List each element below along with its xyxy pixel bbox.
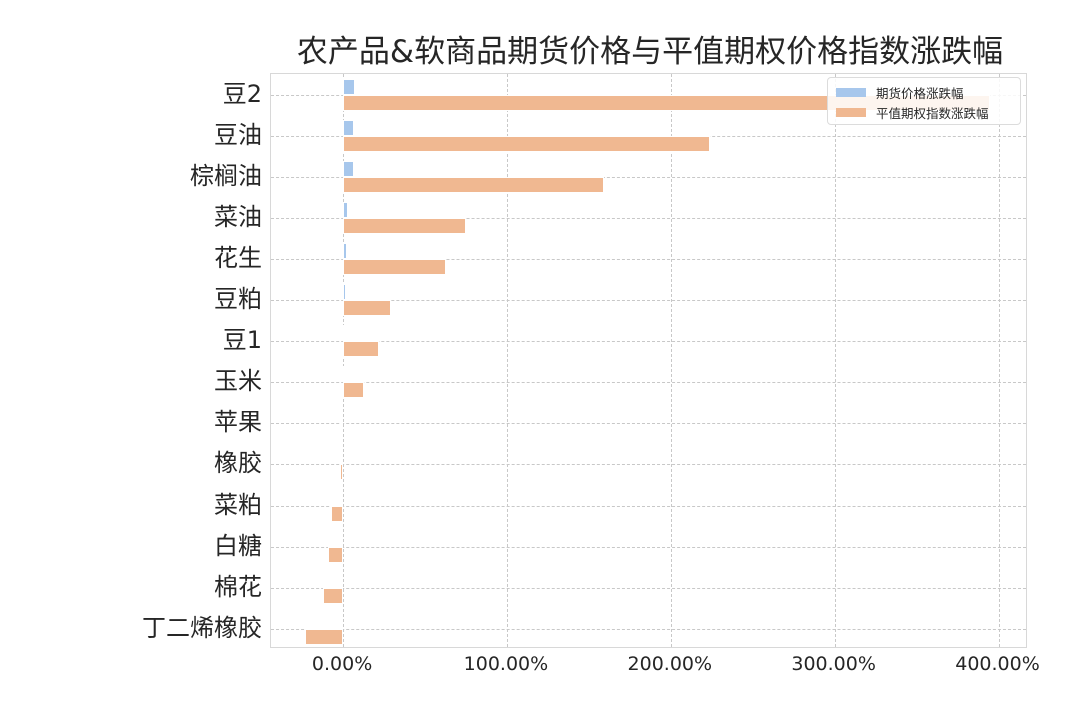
bar-options bbox=[330, 505, 344, 522]
y-tick-label: 豆粕 bbox=[214, 285, 262, 313]
bar-futures bbox=[343, 201, 348, 218]
bar-options bbox=[328, 546, 344, 563]
x-gridline bbox=[998, 74, 1000, 647]
bar-futures bbox=[343, 78, 355, 95]
legend-item-futures: 期货价格涨跌幅 bbox=[836, 83, 964, 101]
y-gridline bbox=[271, 382, 1026, 384]
y-tick-label: 棉花 bbox=[214, 572, 262, 601]
y-gridline bbox=[271, 546, 1026, 548]
bar-options bbox=[343, 341, 380, 358]
y-gridline bbox=[271, 176, 1026, 178]
y-tick-label: 菜油 bbox=[214, 202, 262, 231]
bar-options bbox=[323, 587, 344, 604]
y-gridline bbox=[271, 217, 1026, 219]
y-tick-label: 豆1 bbox=[222, 326, 262, 355]
y-gridline bbox=[271, 300, 1026, 301]
y-tick-label: 花生 bbox=[214, 243, 262, 272]
chart-title: 农产品&软商品期货价格与平值期权价格指数涨跌幅 bbox=[296, 34, 1004, 70]
legend-label-options: 平值期权指数涨跌幅 bbox=[876, 105, 989, 121]
y-gridline bbox=[271, 505, 1026, 507]
y-gridline bbox=[271, 258, 1026, 260]
bar-futures bbox=[343, 242, 348, 259]
bar-options bbox=[339, 464, 344, 481]
y-tick-label: 白糖 bbox=[214, 531, 262, 560]
x-gridline bbox=[506, 74, 508, 647]
y-gridline bbox=[271, 341, 1026, 343]
bar-options bbox=[343, 217, 466, 234]
y-tick-label: 玉米 bbox=[214, 367, 262, 396]
x-tick-label: 200.00% bbox=[627, 653, 713, 675]
legend: 期货价格涨跌幅 平值期权指数涨跌幅 bbox=[827, 77, 1021, 125]
y-gridline bbox=[271, 587, 1026, 589]
legend-swatch-futures bbox=[836, 87, 866, 97]
bar-options bbox=[343, 176, 604, 193]
y-gridline bbox=[271, 464, 1026, 466]
x-tick-label: 0.00% bbox=[311, 653, 373, 675]
bar-options bbox=[305, 628, 344, 645]
y-gridline bbox=[271, 628, 1026, 630]
plot-area bbox=[270, 73, 1027, 648]
bar-futures bbox=[343, 284, 347, 300]
bar-futures bbox=[343, 325, 346, 342]
x-tick-label: 100.00% bbox=[463, 653, 549, 675]
y-tick-label: 棕榈油 bbox=[190, 161, 262, 190]
bar-futures bbox=[343, 160, 354, 177]
bar-options bbox=[343, 135, 711, 152]
x-gridline bbox=[834, 74, 836, 647]
bar-options bbox=[343, 258, 447, 275]
y-tick-label: 苹果 bbox=[214, 408, 262, 437]
y-tick-label: 橡胶 bbox=[214, 449, 262, 478]
x-gridline bbox=[670, 74, 672, 647]
bar-options bbox=[343, 300, 391, 316]
x-tick-label: 400.00% bbox=[955, 653, 1040, 675]
bar-futures bbox=[343, 119, 354, 136]
legend-item-options: 平值期权指数涨跌幅 bbox=[836, 103, 989, 121]
x-gridline bbox=[343, 74, 345, 647]
y-tick-label: 豆2 bbox=[222, 79, 262, 108]
bar-options bbox=[341, 423, 344, 440]
legend-swatch-options bbox=[836, 107, 866, 117]
bar-futures bbox=[343, 366, 346, 383]
y-tick-label: 丁二烯橡胶 bbox=[142, 613, 262, 642]
bar-options bbox=[343, 382, 365, 399]
x-tick-label: 300.00% bbox=[791, 653, 876, 675]
y-tick-label: 豆油 bbox=[214, 120, 262, 149]
y-gridline bbox=[271, 423, 1026, 425]
y-tick-label: 菜粕 bbox=[214, 490, 262, 519]
legend-label-futures: 期货价格涨跌幅 bbox=[876, 85, 964, 101]
